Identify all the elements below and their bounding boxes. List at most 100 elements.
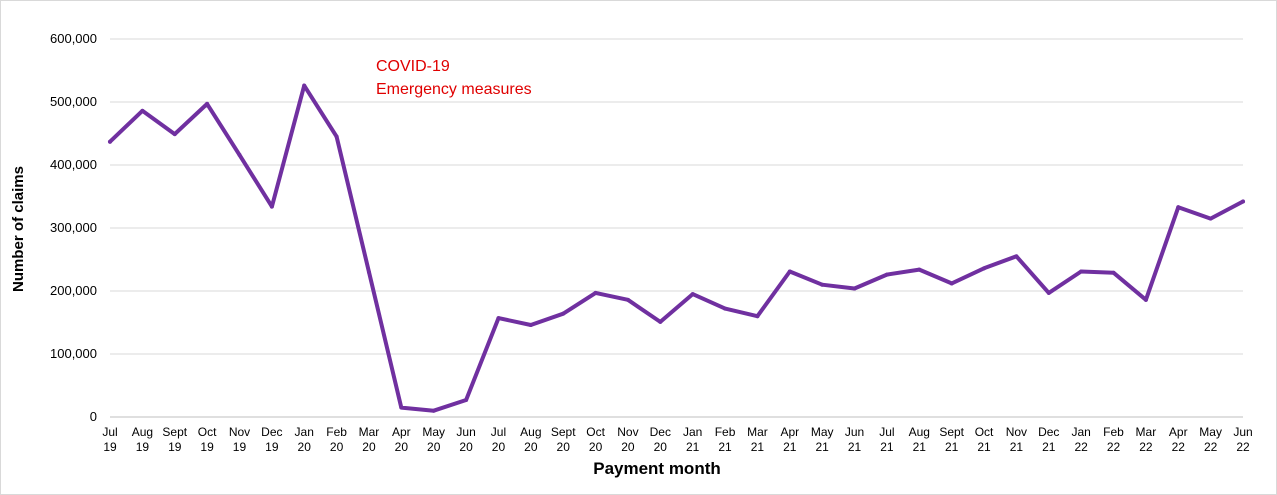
x-tick-label-year: 20: [492, 440, 506, 454]
x-tick-label-year: 19: [233, 440, 247, 454]
x-tick-label-month: Jun: [1233, 425, 1252, 439]
data-point: [108, 139, 112, 144]
x-tick-label-year: 21: [945, 440, 959, 454]
data-point: [269, 204, 274, 209]
x-tick-label-month: Jul: [102, 425, 117, 439]
x-tick-label-month: Jan: [1071, 425, 1090, 439]
x-tick-labels: Jul19Aug19Sept19Oct19Nov19Dec19Jan20Feb2…: [102, 425, 1252, 454]
data-point: [464, 397, 469, 402]
x-tick-label-year: 19: [103, 440, 117, 454]
x-tick-label-month: Feb: [1103, 425, 1124, 439]
x-tick-label-month: Jun: [845, 425, 864, 439]
x-tick-label-month: Jan: [295, 425, 314, 439]
x-tick-label-year: 21: [848, 440, 862, 454]
x-tick-label-year: 19: [136, 440, 150, 454]
x-tick-label-month: Mar: [1136, 425, 1157, 439]
x-tick-label-year: 20: [330, 440, 344, 454]
data-point: [593, 290, 598, 295]
x-tick-label-year: 20: [459, 440, 473, 454]
x-tick-label-month: Dec: [650, 425, 671, 439]
x-tick-label-month: May: [422, 425, 445, 439]
x-tick-label-year: 20: [557, 440, 571, 454]
x-tick-label-year: 22: [1107, 440, 1121, 454]
data-point: [528, 323, 533, 328]
y-tick-label: 200,000: [50, 283, 97, 298]
x-tick-label-month: Oct: [586, 425, 605, 439]
x-tick-label-year: 20: [589, 440, 603, 454]
x-tick-label-month: Mar: [359, 425, 380, 439]
data-point: [820, 282, 825, 287]
data-point: [237, 152, 242, 157]
x-tick-label-year: 19: [265, 440, 279, 454]
x-tick-label-year: 21: [718, 440, 732, 454]
x-tick-label-year: 21: [783, 440, 797, 454]
x-tick-label-year: 21: [913, 440, 927, 454]
data-point: [334, 134, 339, 139]
y-axis-title: Number of claims: [10, 166, 27, 292]
x-tick-label-month: Jun: [456, 425, 475, 439]
data-point: [140, 108, 145, 113]
x-tick-label-month: Aug: [132, 425, 153, 439]
y-tick-label: 0: [90, 409, 97, 424]
data-point: [917, 267, 922, 272]
x-tick-label-month: Nov: [229, 425, 250, 439]
x-tick-label-year: 22: [1139, 440, 1153, 454]
x-tick-label-year: 19: [200, 440, 214, 454]
x-tick-label-year: 20: [621, 440, 635, 454]
x-tick-label-month: Nov: [617, 425, 638, 439]
annotation-line-1: COVID-19: [376, 58, 450, 75]
x-tick-label-year: 22: [1204, 440, 1218, 454]
x-tick-label-month: Feb: [715, 425, 736, 439]
data-point: [302, 83, 307, 88]
y-tick-label: 500,000: [50, 94, 97, 109]
y-tick-label: 400,000: [50, 157, 97, 172]
x-tick-label-year: 20: [524, 440, 538, 454]
x-tick-label-month: Oct: [198, 425, 217, 439]
annotation-line-2: Emergency measures: [376, 81, 532, 98]
x-tick-label-year: 21: [815, 440, 829, 454]
data-point: [1176, 205, 1181, 210]
x-tick-label-month: Jul: [491, 425, 506, 439]
data-point: [690, 292, 695, 297]
data-point: [496, 316, 501, 321]
x-tick-label-month: Apr: [780, 425, 799, 439]
y-tick-label: 300,000: [50, 220, 97, 235]
x-tick-label-month: Sept: [939, 425, 964, 439]
data-point: [949, 281, 954, 286]
x-tick-label-month: May: [811, 425, 834, 439]
data-point: [431, 408, 436, 413]
data-point: [205, 101, 210, 106]
x-tick-label-year: 20: [395, 440, 409, 454]
data-point: [884, 272, 889, 277]
x-tick-label-month: Jan: [683, 425, 702, 439]
gridlines: [110, 38, 1243, 418]
x-tick-label-year: 20: [427, 440, 441, 454]
x-tick-label-month: Dec: [261, 425, 282, 439]
x-tick-label-month: Dec: [1038, 425, 1059, 439]
x-tick-label-month: Apr: [1169, 425, 1188, 439]
x-tick-label-month: Jul: [879, 425, 894, 439]
y-tick-labels: 0 100,000 200,000 300,000 400,000 500,000 600,…: [50, 31, 97, 424]
x-tick-label-year: 21: [751, 440, 765, 454]
x-tick-label-year: 22: [1172, 440, 1186, 454]
x-tick-label-year: 21: [1010, 440, 1024, 454]
x-axis-title: Payment month: [593, 459, 721, 478]
data-point: [625, 297, 630, 302]
data-point: [787, 269, 792, 274]
x-tick-label-year: 22: [1236, 440, 1250, 454]
x-tick-label-month: Aug: [520, 425, 541, 439]
data-point: [1111, 270, 1116, 275]
x-tick-label-month: Oct: [975, 425, 994, 439]
x-tick-label-month: Feb: [326, 425, 347, 439]
y-tick-label: 600,000: [50, 31, 97, 46]
x-tick-label-month: Nov: [1006, 425, 1027, 439]
data-point: [399, 405, 404, 410]
x-tick-label-month: Sept: [162, 425, 187, 439]
x-tick-label-year: 21: [977, 440, 991, 454]
data-point: [172, 132, 177, 137]
claims-series-line: [108, 83, 1245, 413]
data-point: [1079, 269, 1084, 274]
data-point: [982, 266, 987, 271]
x-tick-label-year: 21: [1042, 440, 1056, 454]
x-tick-label-month: Mar: [747, 425, 768, 439]
